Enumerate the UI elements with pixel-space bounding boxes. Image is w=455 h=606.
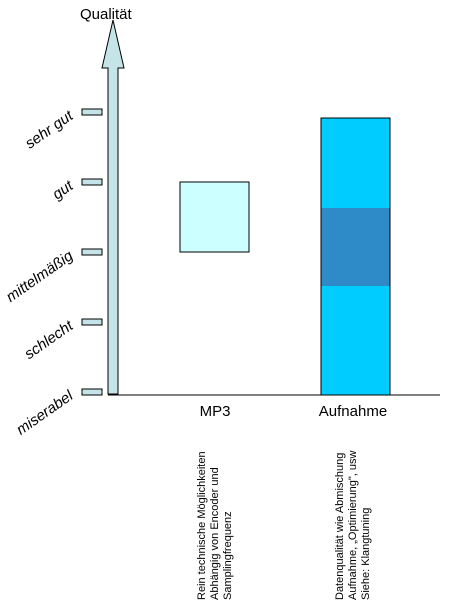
- mp3-note-line-3: Samplingfrequenz: [222, 511, 234, 600]
- column-label-1: Aufnahme: [319, 403, 387, 420]
- level-label-4: sehr gut: [22, 107, 77, 152]
- mp3-notes: Rein technische Möglichkeiten Abhängig v…: [196, 451, 235, 600]
- level-label-1: schlecht: [21, 317, 77, 363]
- column-label-0: MP3: [200, 403, 231, 420]
- tick-1: [81, 318, 103, 326]
- bar-0: [179, 181, 250, 253]
- quality-bars: [179, 117, 391, 396]
- aufnahme-notes: Datenqualität wie Abmischung Aufnahme, „…: [334, 451, 373, 600]
- bar-1-inner: [321, 208, 390, 286]
- axis-title: Qualität: [80, 6, 133, 23]
- tick-4: [81, 108, 103, 116]
- aufnahme-note-line-1: Datenqualität wie Abmischung: [334, 452, 346, 600]
- mp3-note-line-1: Rein technische Möglichkeiten: [196, 451, 208, 600]
- tick-2: [81, 248, 103, 256]
- level-label-0: miserabel: [13, 387, 77, 439]
- column-labels: MP3 Aufnahme: [200, 403, 388, 420]
- level-labels: miserabel schlecht mittelmäßig gut sehr gut: [3, 107, 77, 439]
- axis-ticks: [81, 108, 103, 396]
- mp3-note-line-2: Abhängig von Encoder und: [209, 467, 221, 600]
- level-label-2: mittelmäßig: [3, 247, 77, 306]
- tick-0: [81, 388, 103, 396]
- aufnahme-note-line-2: Aufnahme, „Optimierung", usw: [347, 450, 359, 600]
- aufnahme-note-line-3: Siehe: Klangtuning: [360, 507, 372, 600]
- level-label-3: gut: [49, 177, 77, 203]
- axis-arrow: [101, 19, 125, 395]
- tick-3: [81, 178, 103, 186]
